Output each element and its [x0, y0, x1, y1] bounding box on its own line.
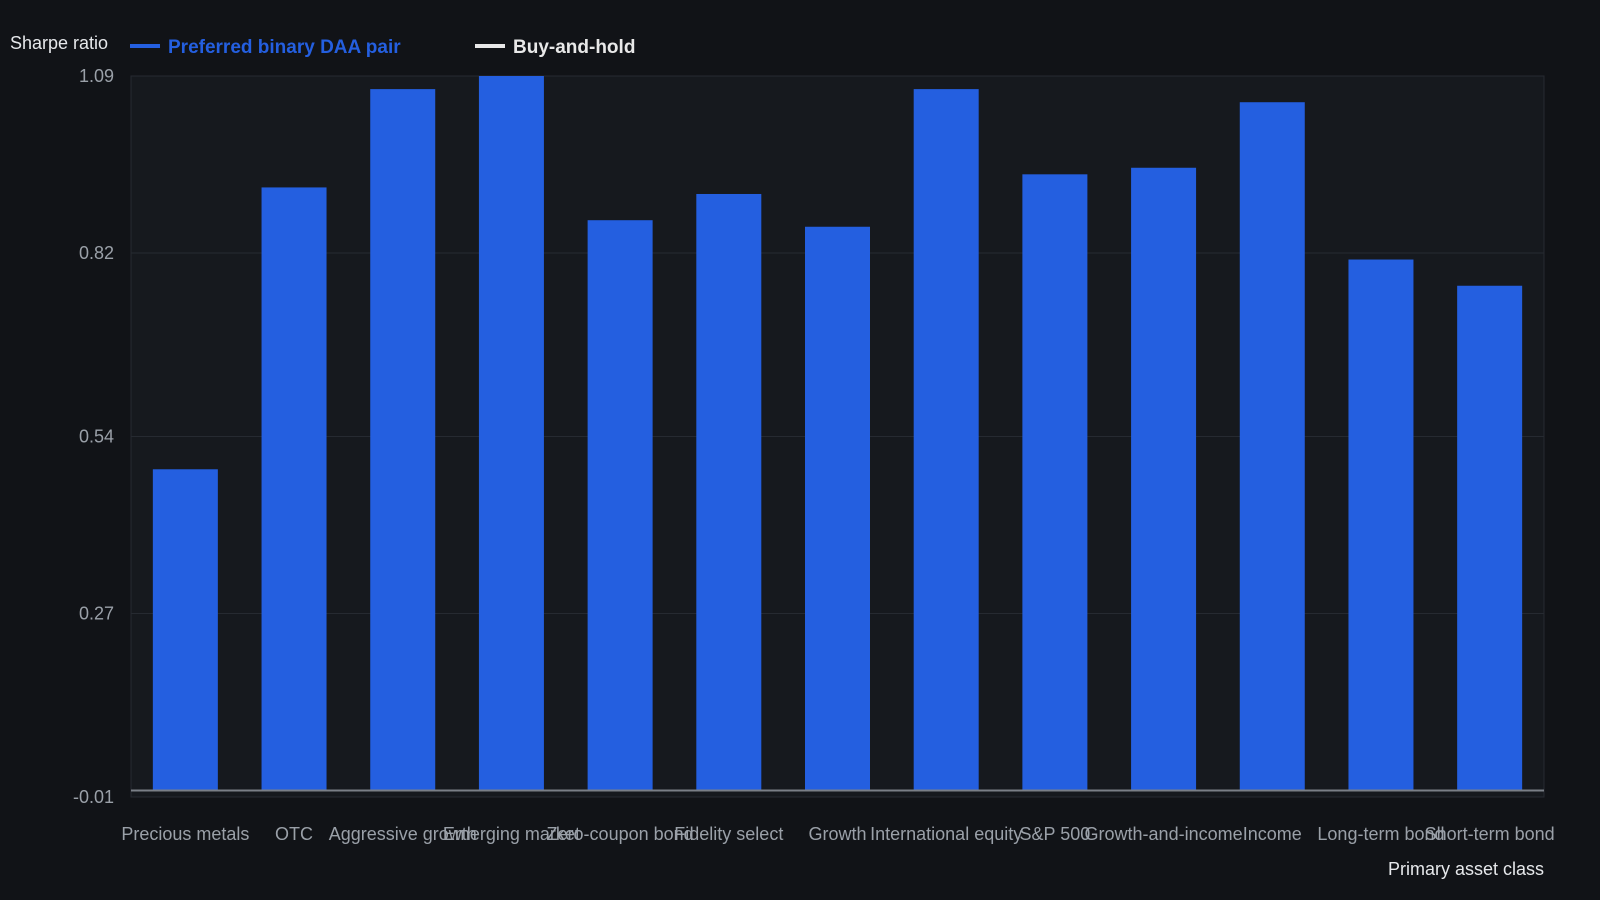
y-tick-label: 0.54 — [79, 427, 114, 447]
y-tick-label: 1.09 — [79, 66, 114, 86]
legend: Preferred binary DAA pair Buy-and-hold — [130, 37, 635, 58]
bar — [805, 226, 870, 791]
bar — [1348, 259, 1414, 791]
x-tick-label: OTC — [275, 824, 313, 844]
legend-label-buy-and-hold: Buy-and-hold — [513, 37, 635, 58]
x-tick-label: Growth-and-income — [1085, 824, 1243, 844]
bar — [1239, 102, 1305, 791]
y-axis-label: Sharpe ratio — [10, 33, 108, 53]
y-tick-label: -0.01 — [73, 787, 114, 807]
bar — [152, 469, 218, 791]
x-tick-label: Aggressive growth — [329, 824, 477, 844]
bar — [478, 76, 544, 791]
x-tick-label: S&P 500 — [1020, 824, 1091, 844]
bar — [1131, 167, 1197, 791]
bar — [587, 220, 653, 791]
x-tick-label: Long-term bond — [1317, 824, 1444, 844]
y-tick-labels: -0.01 0.27 0.54 0.82 1.09 — [73, 66, 114, 807]
x-tick-label: Growth — [808, 824, 866, 844]
bar — [913, 89, 979, 791]
x-tick-label: Zero-coupon bond — [547, 824, 694, 844]
bar — [1457, 285, 1523, 791]
x-tick-label: Precious metals — [121, 824, 249, 844]
x-tick-labels: Precious metals OTC Aggressive growthEmerg… — [121, 824, 1554, 844]
x-tick-label: Fidelity select — [674, 824, 783, 844]
x-tick-label: International equity — [870, 824, 1022, 844]
y-tick-label: 0.82 — [79, 243, 114, 263]
x-tick-label: Emerging market — [443, 824, 580, 844]
bar — [261, 187, 327, 791]
bars — [152, 76, 1523, 791]
x-axis-label: Primary asset class — [1388, 859, 1544, 879]
bar — [696, 193, 762, 791]
legend-label-preferred: Preferred binary DAA pair — [168, 37, 401, 58]
bar — [1022, 174, 1088, 791]
bar — [370, 89, 436, 791]
x-tick-label: Income — [1243, 824, 1302, 844]
y-tick-label: 0.27 — [79, 603, 114, 623]
x-tick-label: Short-term bond — [1425, 824, 1555, 844]
